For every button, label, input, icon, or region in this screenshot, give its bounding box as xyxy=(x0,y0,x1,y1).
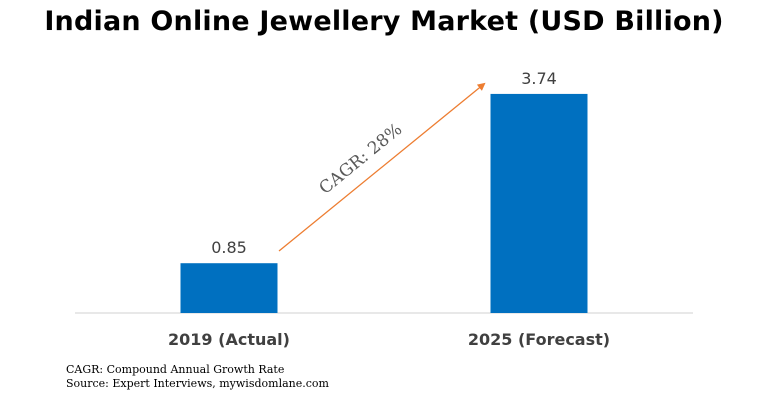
x-tick-label-1: 2019 (Actual) xyxy=(168,330,290,349)
footnotes: CAGR: Compound Annual Growth Rate Source… xyxy=(66,363,329,391)
bar-2 xyxy=(490,93,588,314)
data-label-1: 0.85 xyxy=(211,238,247,257)
bar-1 xyxy=(180,263,278,313)
cagr-arrow xyxy=(278,82,486,252)
source-note: Source: Expert Interviews, mywisdomlane.… xyxy=(66,377,329,390)
data-label-2: 3.74 xyxy=(521,69,557,88)
chart-title: Indian Online Jewellery Market (USD Bill… xyxy=(44,6,724,37)
cagr-definition-note: CAGR: Compound Annual Growth Rate xyxy=(66,363,285,376)
x-tick-label-2: 2025 (Forecast) xyxy=(468,330,610,349)
